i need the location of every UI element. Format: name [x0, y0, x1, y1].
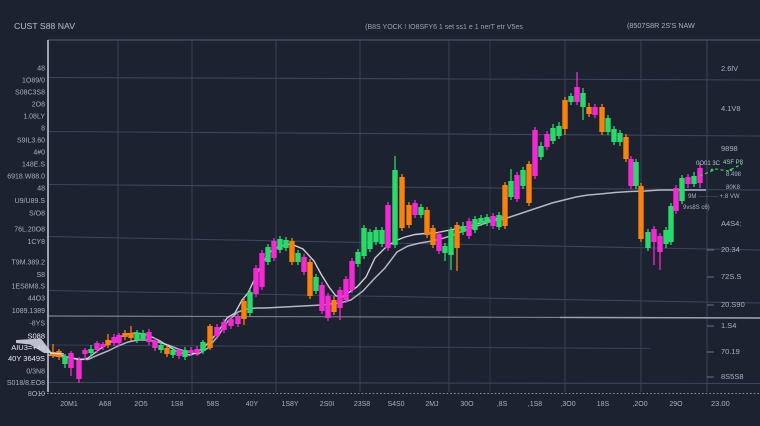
svg-text:9vs8S c6): 9vs8S c6)	[683, 205, 710, 211]
svg-text:20.S90: 20.S90	[721, 300, 745, 309]
svg-text:23S8: 23S8	[354, 401, 370, 408]
svg-text:S/O8: S/O8	[29, 211, 45, 218]
svg-text:8: 8	[41, 126, 45, 133]
svg-text:S4S0: S4S0	[387, 401, 404, 408]
svg-text:2O5: 2O5	[134, 401, 147, 408]
svg-text:T9M.389.2: T9M.389.2	[12, 260, 46, 267]
svg-text:8O10: 8O10	[28, 391, 45, 398]
svg-text:48: 48	[37, 66, 45, 73]
svg-text:6918.W88.0: 6918.W88.0	[7, 174, 45, 181]
svg-text:1089.1389: 1089.1389	[12, 308, 45, 315]
svg-text:1.S4: 1.S4	[721, 321, 736, 330]
svg-text:AIU3=+4#: AIU3=+4#	[11, 343, 46, 352]
svg-text:1.08LY: 1.08LY	[23, 114, 45, 121]
svg-text:S088: S088	[27, 332, 45, 341]
svg-text:148E.S: 148E.S	[22, 162, 45, 169]
svg-text:2S0I: 2S0I	[320, 401, 334, 408]
svg-text:-8YS: -8YS	[29, 320, 45, 327]
svg-text:(B8S YOCK ! IO8SFY6 1 set ss1: (B8S YOCK ! IO8SFY6 1 set ss1 e 1 nerT e…	[365, 24, 523, 31]
svg-text:72S.S: 72S.S	[721, 272, 741, 281]
svg-text:80K8: 80K8	[726, 185, 741, 191]
svg-text:2O8: 2O8	[32, 102, 45, 109]
svg-text:S08C3S8: S08C3S8	[15, 90, 45, 97]
svg-text:1ES8M8.S: 1ES8M8.S	[12, 284, 46, 291]
svg-text:2MJ: 2MJ	[425, 401, 438, 408]
svg-text:44O3: 44O3	[28, 296, 45, 303]
svg-text:A4S4:: A4S4:	[721, 219, 741, 228]
svg-text:CUST S88 NAV: CUST S88 NAV	[14, 21, 75, 31]
svg-text:1S8: 1S8	[171, 401, 184, 408]
svg-text:2.6lV: 2.6lV	[721, 64, 738, 73]
svg-text:18S: 18S	[597, 401, 610, 408]
svg-text:70.19: 70.19	[721, 347, 740, 356]
svg-text:4.1V8: 4.1V8	[721, 104, 741, 113]
svg-text:S9IL3.60: S9IL3.60	[17, 138, 45, 145]
svg-text:23.00: 23.00	[711, 399, 730, 408]
svg-text:30O: 30O	[460, 401, 474, 408]
svg-text:S8: S8	[36, 272, 45, 279]
svg-text:40Y 3649S: 40Y 3649S	[8, 354, 45, 363]
svg-text:4SF P8: 4SF P8	[723, 160, 744, 166]
svg-text:9M ·········· +.8 VW: 9M ·········· +.8 VW	[688, 194, 740, 200]
svg-text:8S5S8: 8S5S8	[721, 372, 744, 381]
svg-text:9898: 9898	[721, 144, 738, 153]
svg-text:,3O0: ,3O0	[560, 401, 575, 408]
svg-text:S018/8.EO8: S018/8.EO8	[7, 380, 45, 387]
svg-text:76L.20O8: 76L.20O8	[14, 227, 45, 234]
svg-text:A68: A68	[99, 401, 112, 408]
svg-text:U9/U89.S: U9/U89.S	[15, 198, 46, 205]
svg-text:(8507S8R 2S'S NAW: (8507S8R 2S'S NAW	[627, 21, 695, 30]
svg-text:58S: 58S	[207, 401, 220, 408]
svg-text:48: 48	[37, 186, 45, 193]
svg-text:8.498: 8.498	[726, 172, 742, 178]
svg-text:1CY8: 1CY8	[27, 239, 45, 246]
svg-text:20.34: 20.34	[721, 245, 740, 254]
svg-text:29O: 29O	[669, 401, 683, 408]
svg-text:20M1: 20M1	[60, 401, 78, 408]
svg-text:1O89/0: 1O89/0	[22, 78, 45, 85]
svg-text:,1S8: ,1S8	[528, 401, 543, 408]
svg-text:0/3N8: 0/3N8	[26, 369, 45, 376]
svg-text:0O01 3C: 0O01 3C	[696, 161, 721, 167]
svg-text:,2O0: ,2O0	[632, 401, 647, 408]
svg-text:4#0: 4#0	[33, 150, 45, 157]
svg-text:,8S: ,8S	[497, 401, 508, 408]
svg-text:40Y: 40Y	[246, 401, 259, 408]
svg-text:1S8Y: 1S8Y	[281, 401, 298, 408]
